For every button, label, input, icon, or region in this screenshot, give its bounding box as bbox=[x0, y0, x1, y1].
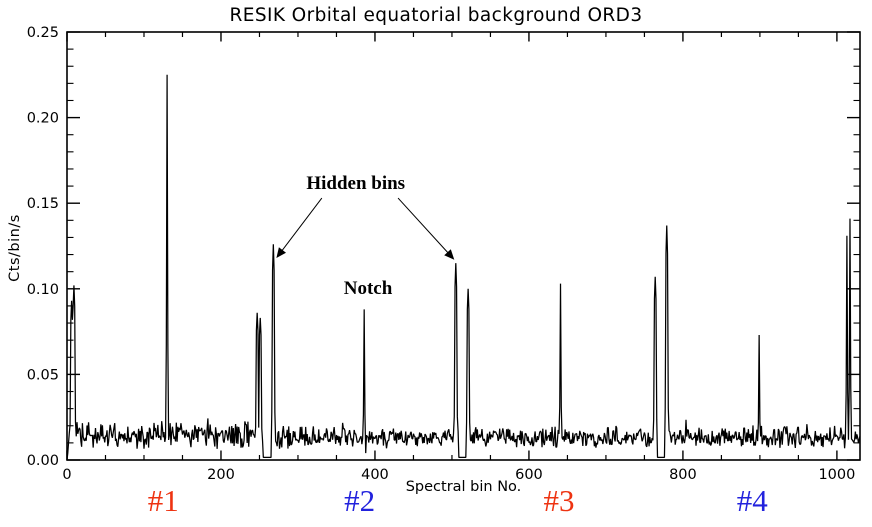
annotation-arrow-line bbox=[280, 197, 323, 253]
x-tick-label: 600 bbox=[515, 467, 543, 483]
y-tick-label: 0.10 bbox=[27, 282, 59, 298]
y-tick-label: 0.00 bbox=[27, 453, 59, 469]
annotation-notch: Notch bbox=[343, 277, 393, 299]
quadrant-label-3: #3 bbox=[543, 483, 575, 518]
plot-frame bbox=[66, 31, 861, 461]
x-tick-label: 0 bbox=[62, 467, 71, 483]
chart-title: RESIK Orbital equatorial background ORD3 bbox=[229, 5, 643, 26]
data-trace bbox=[66, 74, 861, 461]
annotation-arrowhead bbox=[444, 249, 455, 260]
x-axis-title: Spectral bin No. bbox=[405, 479, 522, 495]
quadrant-label-1: #1 bbox=[147, 483, 179, 518]
x-tick-label: 400 bbox=[361, 467, 389, 483]
y-tick-label: 0.25 bbox=[27, 25, 59, 41]
y-tick-label: 0.05 bbox=[27, 367, 59, 383]
y-axis-title: Cts/bin/s bbox=[7, 214, 23, 282]
x-tick-label: 200 bbox=[207, 467, 235, 483]
annotation-arrow-line bbox=[397, 197, 450, 255]
annotation-arrowhead bbox=[276, 247, 286, 258]
quadrant-label-4: #4 bbox=[736, 483, 768, 518]
y-tick-label: 0.15 bbox=[27, 196, 59, 212]
x-tick-label: 800 bbox=[669, 467, 697, 483]
annotation-hidden-bins: Hidden bins bbox=[306, 173, 406, 195]
quadrant-label-2: #2 bbox=[344, 483, 376, 518]
x-tick-label: 1000 bbox=[818, 467, 855, 483]
y-tick-label: 0.20 bbox=[27, 111, 59, 127]
